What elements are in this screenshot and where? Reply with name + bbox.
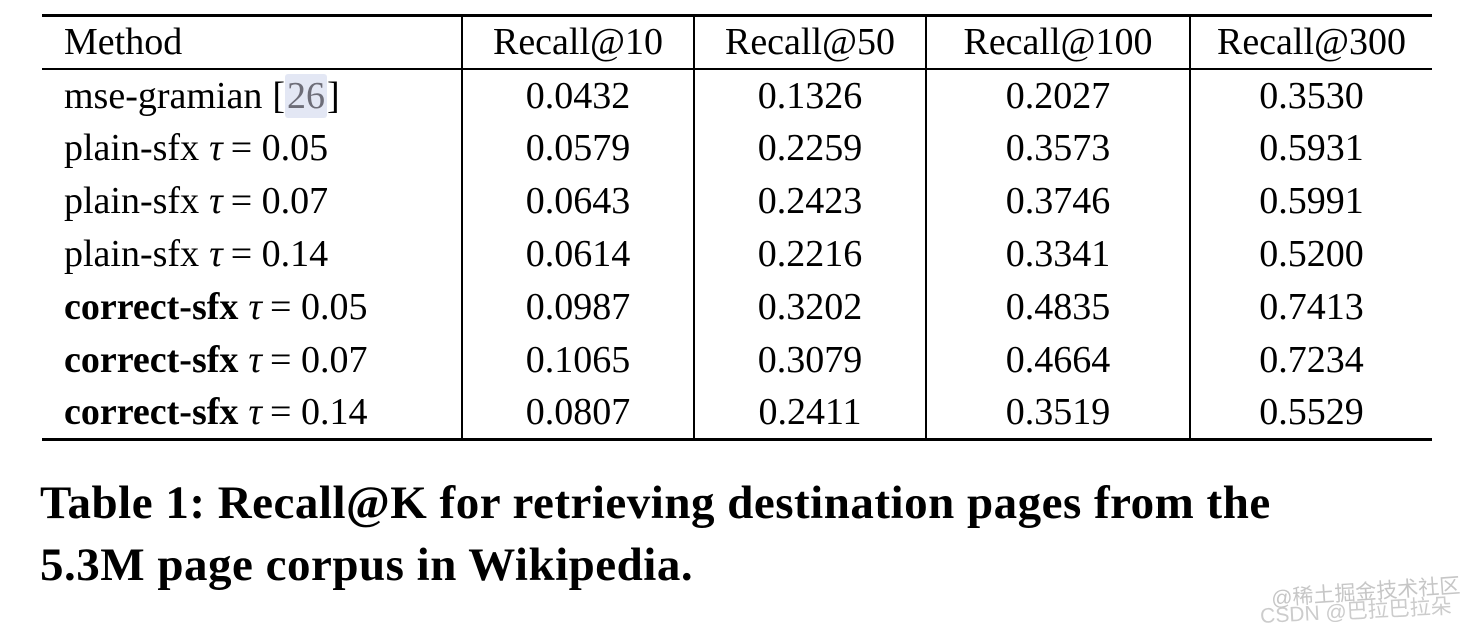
method-name: correct-sfx: [64, 339, 239, 381]
method-cell: correct-sfx τ = 0.14: [42, 387, 462, 440]
method-tau: τ = 0.14: [199, 233, 328, 275]
table-row: correct-sfx τ = 0.14 0.0807 0.2411 0.3519 …: [42, 386, 1432, 440]
method-name: correct-sfx: [64, 391, 239, 434]
value-cell: 0.2216: [693, 227, 926, 281]
value-cell: 0.0614: [461, 227, 694, 281]
tau-value: = 0.07: [270, 339, 368, 381]
citation-open-bracket: [: [272, 74, 286, 117]
value-cell: 0.5529: [1189, 386, 1432, 440]
tau-symbol: τ: [248, 286, 263, 328]
column-header-method: Method: [64, 21, 183, 64]
value-cell: 0.1065: [461, 333, 694, 387]
value-cell: 0.3079: [693, 333, 926, 387]
tau-symbol: τ: [209, 180, 223, 222]
value-cell: 0.3530: [1189, 68, 1432, 122]
method-cell: plain-sfx τ = 0.14: [42, 228, 462, 281]
value-cell: 0.2423: [693, 174, 926, 228]
method-tau: τ = 0.05: [238, 286, 367, 328]
value-cell: 0.1326: [693, 68, 926, 122]
value-cell: 0.4664: [925, 333, 1190, 387]
method-name: correct-sfx: [64, 286, 239, 328]
value-cell: 0.7234: [1189, 333, 1432, 387]
citation-close-bracket: ]: [327, 74, 340, 117]
value-cell: 0.3341: [925, 227, 1190, 281]
value-cell: 0.5931: [1189, 121, 1432, 175]
value-cell: 0.2027: [925, 68, 1190, 122]
table-body: mse-gramian [26] 0.0432 0.1326 0.2027 0.3…: [42, 68, 1432, 440]
table-row: correct-sfx τ = 0.07 0.1065 0.3079 0.4664 …: [42, 333, 1432, 387]
method-cell: plain-sfx τ = 0.07: [42, 175, 462, 228]
table-caption: Table 1: Recall@K for retrieving destina…: [40, 472, 1450, 596]
citation-ref[interactable]: [26]: [262, 73, 340, 118]
table-row: correct-sfx τ = 0.05 0.0987 0.3202 0.4835 …: [42, 280, 1432, 334]
method-name: mse-gramian: [64, 74, 263, 117]
method-tau: τ = 0.07: [199, 180, 328, 222]
tau-symbol: τ: [209, 127, 223, 169]
method-cell: plain-sfx τ = 0.05: [42, 122, 462, 175]
method-name: plain-sfx: [64, 233, 200, 275]
method-cell: correct-sfx τ = 0.07: [42, 334, 462, 387]
tau-symbol: τ: [248, 391, 263, 434]
method-tau: τ = 0.07: [238, 339, 367, 381]
method-cell: mse-gramian [26]: [42, 69, 462, 122]
value-cell: 0.3746: [925, 174, 1190, 228]
value-cell: 0.0643: [461, 174, 694, 228]
column-header-recall100: Recall@100: [925, 15, 1190, 69]
table-row: plain-sfx τ = 0.07 0.0643 0.2423 0.3746 0.…: [42, 174, 1432, 228]
value-cell: 0.3573: [925, 121, 1190, 175]
citation-number[interactable]: 26: [285, 73, 328, 118]
method-name: plain-sfx: [64, 127, 200, 169]
table-row: plain-sfx τ = 0.14 0.0614 0.2216 0.3341 0.…: [42, 227, 1432, 281]
value-cell: 0.0807: [461, 386, 694, 440]
caption-line-1: Table 1: Recall@K for retrieving destina…: [40, 477, 1271, 529]
tau-value: = 0.14: [230, 233, 329, 275]
column-header-recall10: Recall@10: [461, 15, 694, 69]
tau-symbol: τ: [248, 339, 263, 381]
value-cell: 0.2411: [693, 386, 926, 440]
value-cell: 0.0579: [461, 121, 694, 175]
value-cell: 0.5991: [1189, 174, 1432, 228]
table-header-row: Method Recall@10 Recall@50 Recall@100 Re…: [42, 15, 1432, 69]
tau-symbol: τ: [209, 233, 223, 275]
method-name: plain-sfx: [64, 180, 200, 222]
value-cell: 0.5200: [1189, 227, 1432, 281]
value-cell: 0.3202: [693, 280, 926, 334]
method-tau: τ = 0.14: [238, 391, 367, 433]
tau-value: = 0.14: [270, 391, 368, 434]
results-table: Method Recall@10 Recall@50 Recall@100 Re…: [42, 14, 1432, 441]
tau-value: = 0.07: [230, 180, 329, 222]
value-cell: 0.3519: [925, 386, 1190, 440]
method-tau: τ = 0.05: [199, 127, 328, 169]
method-cell: correct-sfx τ = 0.05: [42, 281, 462, 334]
table-row: mse-gramian [26] 0.0432 0.1326 0.2027 0.3…: [42, 68, 1432, 122]
value-cell: 0.4835: [925, 280, 1190, 334]
tau-value: = 0.05: [230, 127, 329, 169]
value-cell: 0.0432: [461, 68, 694, 122]
column-header-recall300: Recall@300: [1189, 15, 1432, 69]
value-cell: 0.7413: [1189, 280, 1432, 334]
tau-value: = 0.05: [270, 286, 368, 328]
value-cell: 0.2259: [693, 121, 926, 175]
column-header-recall50: Recall@50: [693, 15, 926, 69]
caption-line-2: 5.3M page corpus in Wikipedia.: [40, 539, 694, 591]
table-row: plain-sfx τ = 0.05 0.0579 0.2259 0.3573 0.…: [42, 121, 1432, 175]
value-cell: 0.0987: [461, 280, 694, 334]
